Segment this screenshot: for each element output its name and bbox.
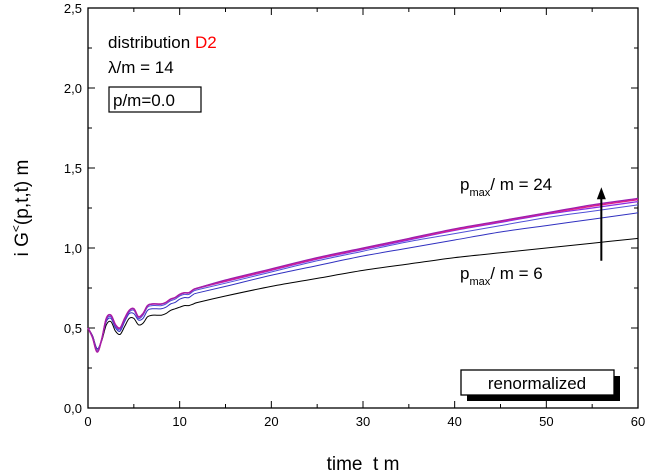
lambda-label: λ/m = 14 (108, 58, 174, 77)
series-line (87, 237, 639, 350)
series-group (87, 197, 639, 353)
x-tick-label: 0 (84, 414, 91, 429)
y-axis-title-main: i G (12, 232, 33, 256)
x-tick-label: 60 (631, 414, 645, 429)
y-axis-title-sup: < (9, 225, 23, 232)
y-axis-title: i G<(p,t,t) m (9, 160, 33, 257)
y-axis-title-args: (p,t,t) m (12, 160, 33, 225)
x-tick-label: 10 (172, 414, 186, 429)
x-tick-label: 40 (447, 414, 461, 429)
series-line (87, 212, 639, 350)
y-tick-label: 1,5 (64, 161, 82, 176)
x-axis-title: time t m (327, 454, 400, 474)
y-tick-label: 2,0 (64, 81, 82, 96)
pmax-upper-p: p (460, 175, 469, 194)
badge-box (460, 369, 615, 396)
series-line (87, 197, 639, 353)
momentum-box (108, 86, 202, 113)
renormalized-badge: renormalized (488, 374, 586, 393)
pmax-upper-rest: / m = 24 (490, 175, 552, 194)
pmax-lower-rest: / m = 6 (490, 264, 542, 283)
arrow-head (596, 187, 606, 200)
pmax-lower-sub: max (469, 276, 490, 288)
distribution-prefix: distribution (108, 33, 195, 52)
distribution-highlight: D2 (195, 33, 217, 52)
y-tick-label: 2,5 (64, 1, 82, 16)
pmax-lower-p: p (460, 264, 469, 283)
axis-ticks: 0 10 20 30 40 50 60 0,0 0,5 1,0 1,5 2,0 2,5 (64, 1, 645, 429)
x-tick-label: 20 (264, 414, 278, 429)
y-tick-label: 0,0 (64, 401, 82, 416)
y-tick-label: 1,0 (64, 241, 82, 256)
pmax-upper-label: pmax/ m = 24 (460, 175, 552, 199)
distribution-label: distribution D2 (108, 33, 217, 52)
momentum-label: p/m=0.0 (113, 91, 175, 110)
pmax-lower-label: pmax/ m = 6 (460, 264, 543, 288)
x-tick-label: 30 (356, 414, 370, 429)
x-tick-label: 50 (539, 414, 553, 429)
y-tick-label: 0,5 (64, 321, 82, 336)
pmax-upper-sub: max (469, 187, 490, 199)
plot-frame (87, 7, 639, 409)
